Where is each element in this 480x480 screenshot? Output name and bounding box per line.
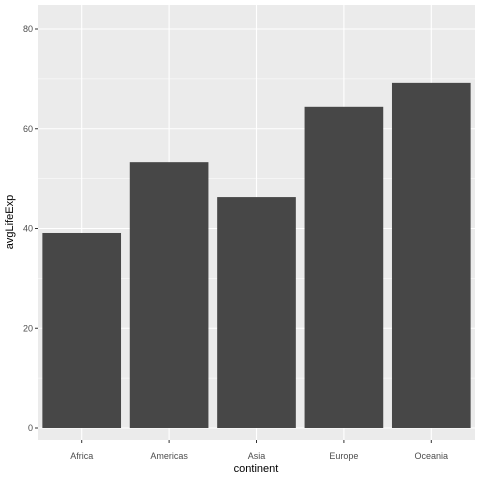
y-tick-label: 40 [23,224,33,234]
y-tick-label: 20 [23,323,33,333]
y-axis: 0 20 40 60 80 [23,24,38,433]
bar-africa [42,232,122,428]
x-tick-label: Europe [329,451,358,461]
x-tick-label: Asia [248,451,266,461]
y-tick-label: 0 [28,423,33,433]
x-tick-label: Africa [70,451,93,461]
bars [42,82,471,429]
bar-americas [129,162,209,428]
y-axis-title: avgLifeExp [4,195,16,249]
bar-oceania [391,82,471,429]
x-tick-label: Americas [150,451,188,461]
x-axis-title: continent [234,463,279,475]
y-tick-label: 60 [23,124,33,134]
bar-europe [304,106,384,429]
y-tick-label: 80 [23,24,33,34]
x-tick-label: Oceania [415,451,449,461]
x-axis: Africa Americas Asia Europe Oceania [70,440,448,461]
bar-asia [217,197,296,428]
